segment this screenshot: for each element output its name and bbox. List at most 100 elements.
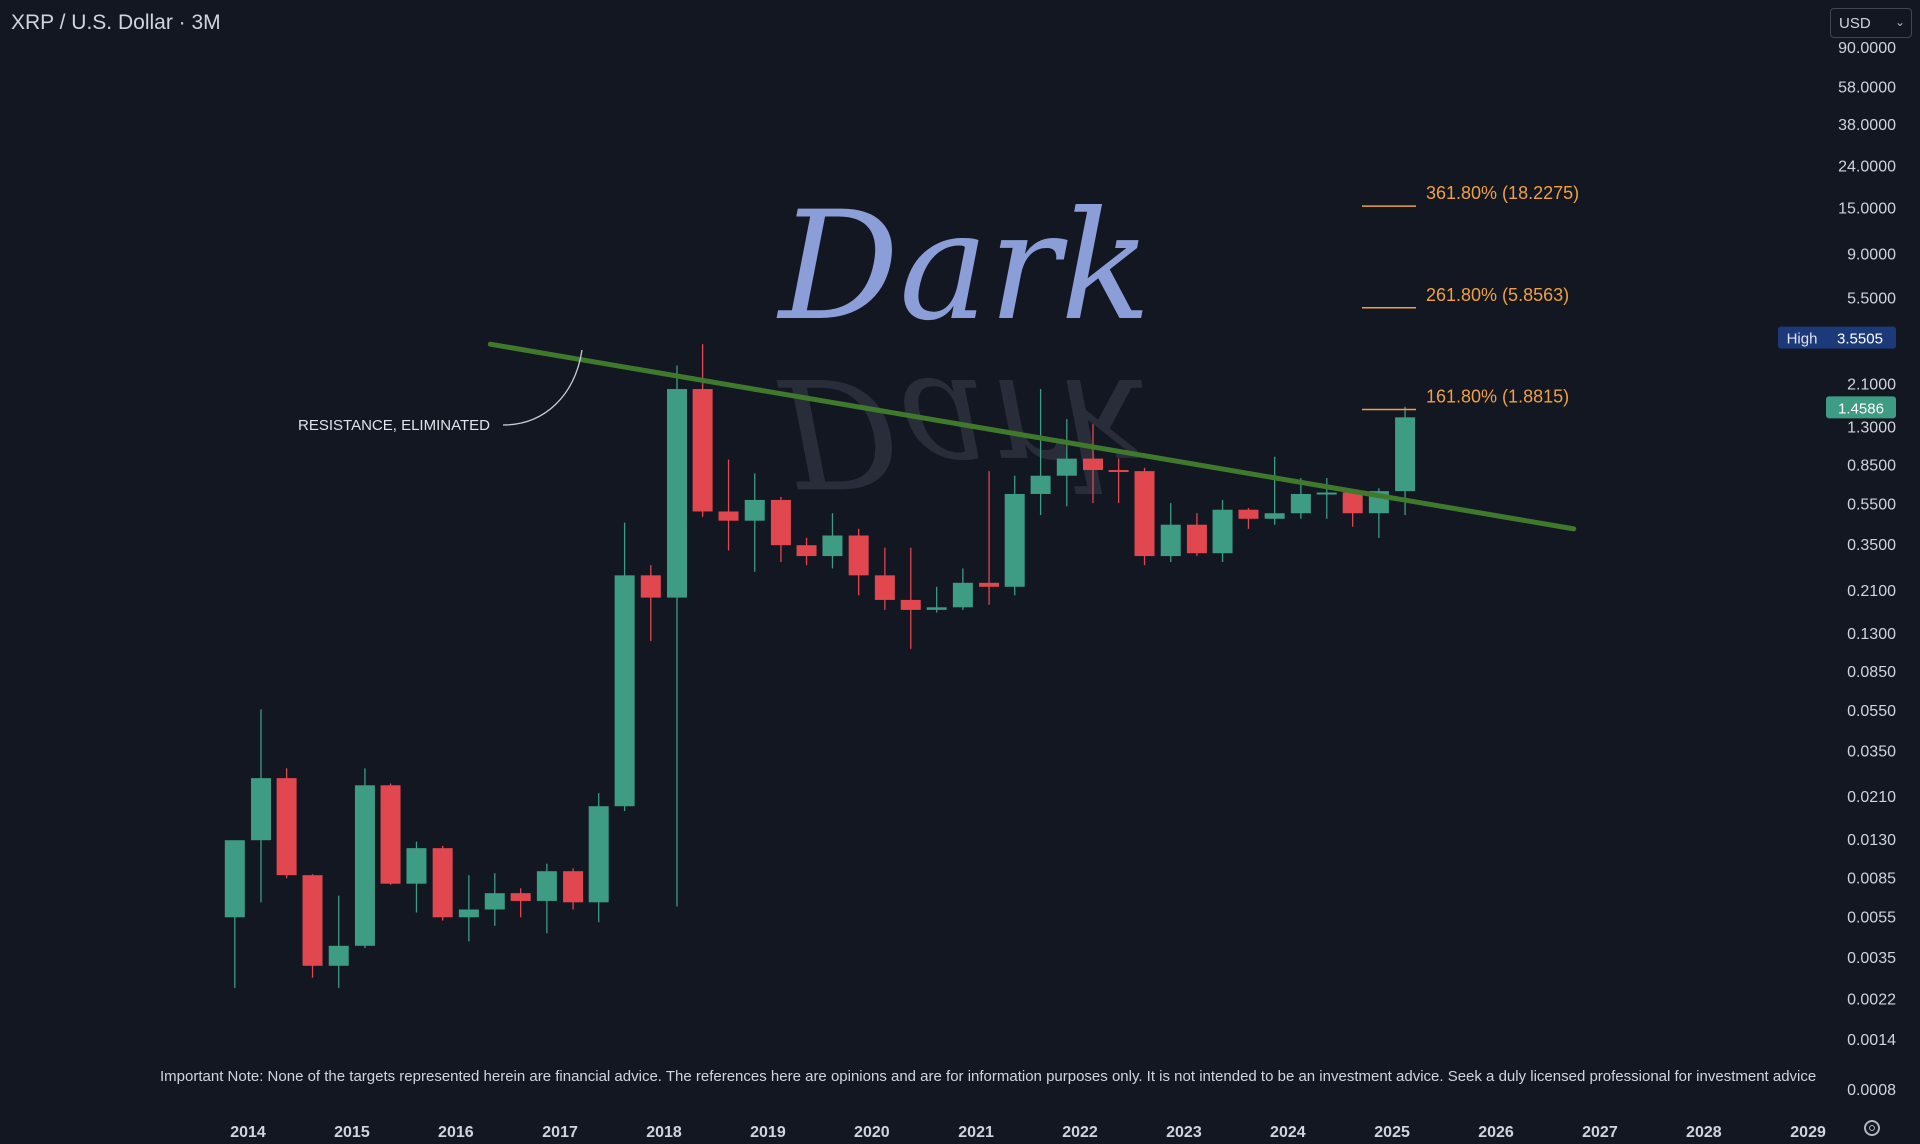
candle-body — [718, 511, 739, 521]
candle — [510, 888, 531, 918]
time-tick-label: 2014 — [230, 1124, 266, 1141]
candle — [224, 840, 245, 988]
time-tick-label: 2022 — [1062, 1124, 1098, 1141]
price-tick-label: 1.3000 — [1847, 420, 1896, 437]
candle-body — [744, 499, 765, 521]
candle — [718, 459, 739, 551]
price-tick-label: 0.0350 — [1847, 743, 1896, 760]
time-tick-label: 2017 — [542, 1124, 578, 1141]
time-tick-label: 2023 — [1166, 1124, 1202, 1141]
price-tick-label: 0.3500 — [1847, 537, 1896, 554]
annotation-label: RESISTANCE, ELIMINATED — [298, 417, 490, 434]
candle-body — [874, 575, 895, 600]
price-tick-label: 5.5000 — [1847, 290, 1896, 307]
symbol-title[interactable]: XRP / U.S. Dollar · 3M — [11, 11, 221, 34]
watermark-reflection: Dark — [776, 344, 1151, 518]
candle-body — [328, 945, 349, 966]
candle — [458, 875, 479, 942]
fib-level-label: 261.80% (5.8563) — [1426, 285, 1569, 305]
last-price-value: 1.4586 — [1838, 400, 1884, 417]
annotation-layer: RESISTANCE, ELIMINATED — [298, 349, 583, 434]
candle-body — [1108, 470, 1129, 473]
candle — [1083, 424, 1103, 504]
candle-body — [406, 848, 427, 884]
price-tick-label: 0.1300 — [1847, 626, 1896, 643]
time-tick-label: 2028 — [1686, 1124, 1722, 1141]
annotation-connector — [502, 349, 583, 426]
candle-body — [484, 893, 505, 910]
price-tick-label: 24.0000 — [1838, 158, 1896, 175]
candle — [1108, 458, 1129, 504]
candle — [1186, 513, 1207, 557]
candle — [563, 868, 584, 910]
time-tick-label: 2016 — [438, 1124, 474, 1141]
candle — [1238, 508, 1259, 529]
time-axis: 2014 2015 2016 2017 2018 2019 2020 2021 2022 2023… — [230, 1124, 1826, 1141]
candle-body — [1030, 475, 1051, 494]
price-tick-label: 0.5500 — [1847, 497, 1896, 514]
candle — [354, 768, 375, 949]
high-badge-label: High — [1787, 331, 1818, 348]
candle — [536, 863, 557, 934]
candle — [796, 537, 817, 566]
candle-body — [900, 599, 921, 610]
candle-body — [952, 582, 973, 608]
time-tick-label: 2029 — [1790, 1124, 1826, 1141]
candle — [380, 783, 401, 885]
candle-body — [432, 848, 453, 918]
price-tick-label: 0.0022 — [1847, 991, 1896, 1008]
candle-body — [380, 785, 401, 884]
candle — [979, 471, 1000, 605]
price-tick-label: 0.0035 — [1847, 950, 1896, 967]
time-tick-label: 2019 — [750, 1124, 786, 1141]
price-tick-label: 0.0550 — [1847, 703, 1896, 720]
price-axis: 90.0000 58.0000 38.0000 24.0000 15.0000 9.000… — [1838, 40, 1896, 1099]
candle — [822, 513, 843, 569]
candle-body — [1342, 492, 1363, 514]
price-badges: High 3.5505 1.4586 — [1778, 326, 1896, 419]
candle — [692, 344, 713, 517]
time-tick-label: 2026 — [1478, 1124, 1514, 1141]
currency-select[interactable]: USD ⌄ — [1830, 8, 1912, 38]
chevron-down-icon: ⌄ — [1894, 15, 1905, 29]
candle-body — [458, 909, 479, 918]
candle — [1342, 489, 1363, 527]
candle-body — [276, 778, 297, 876]
candle-body — [224, 840, 245, 918]
price-tick-label: 0.0130 — [1847, 832, 1896, 849]
high-badge-value: 3.5505 — [1837, 331, 1883, 348]
time-tick-label: 2021 — [958, 1124, 994, 1141]
time-tick-label: 2025 — [1374, 1124, 1410, 1141]
candle — [848, 528, 869, 596]
candle-body — [1212, 509, 1233, 554]
candle — [588, 793, 609, 923]
candle — [1056, 419, 1077, 507]
time-tick-label: 2015 — [334, 1124, 370, 1141]
candle — [614, 522, 635, 812]
fib-levels: 361.80% (18.2275) 261.80% (5.8563) 161.80%… — [1362, 183, 1579, 411]
candle-body — [614, 575, 635, 807]
candle — [1290, 478, 1311, 519]
price-tick-label: 0.0210 — [1847, 789, 1896, 806]
candle-body — [1004, 493, 1025, 587]
time-tick-label: 2024 — [1270, 1124, 1306, 1141]
settings-gear-icon[interactable] — [1864, 1120, 1880, 1136]
candle — [640, 565, 661, 642]
candle — [1160, 503, 1181, 563]
candle — [1395, 406, 1416, 516]
trendline-layer — [487, 341, 1577, 532]
last-price-badge — [1826, 396, 1896, 419]
candle-body — [848, 535, 869, 576]
candle — [1004, 475, 1025, 596]
candle-body — [1056, 458, 1077, 476]
price-tick-label: 0.0085 — [1847, 870, 1896, 887]
resistance-trendline — [487, 341, 1577, 532]
disclaimer-note: Important Note: None of the targets repr… — [160, 1068, 1817, 1085]
candle-body — [979, 582, 1000, 587]
price-tick-label: 2.1000 — [1847, 377, 1896, 394]
price-tick-label: 0.0850 — [1847, 664, 1896, 681]
price-tick-label: 0.0008 — [1847, 1082, 1896, 1099]
candle — [744, 473, 765, 572]
